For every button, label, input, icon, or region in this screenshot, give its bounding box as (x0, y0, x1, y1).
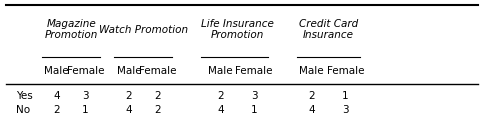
Text: Male: Male (208, 65, 233, 76)
Text: 4: 4 (308, 105, 315, 115)
Text: Magazine
Promotion: Magazine Promotion (45, 19, 98, 40)
Text: 1: 1 (251, 105, 257, 115)
Text: Yes: Yes (16, 91, 32, 101)
Text: Female: Female (235, 65, 273, 76)
Text: 2: 2 (154, 91, 161, 101)
Text: 4: 4 (217, 105, 224, 115)
Text: 3: 3 (251, 91, 257, 101)
Text: Male: Male (300, 65, 324, 76)
Text: 2: 2 (126, 91, 132, 101)
Text: Credit Card
Insurance: Credit Card Insurance (299, 19, 358, 40)
Text: Female: Female (139, 65, 177, 76)
Text: 4: 4 (126, 105, 132, 115)
Text: Watch Promotion: Watch Promotion (99, 25, 188, 35)
Text: 2: 2 (53, 105, 60, 115)
Text: Life Insurance
Promotion: Life Insurance Promotion (201, 19, 273, 40)
Text: No: No (16, 105, 30, 115)
Text: 2: 2 (308, 91, 315, 101)
Text: Male: Male (45, 65, 69, 76)
Text: 2: 2 (217, 91, 224, 101)
Text: Female: Female (327, 65, 364, 76)
Text: 1: 1 (82, 105, 89, 115)
Text: Female: Female (67, 65, 105, 76)
Text: Male: Male (117, 65, 141, 76)
Text: 2: 2 (154, 105, 161, 115)
Text: 3: 3 (82, 91, 89, 101)
Text: 3: 3 (342, 105, 349, 115)
Text: 1: 1 (342, 91, 349, 101)
Text: 4: 4 (53, 91, 60, 101)
